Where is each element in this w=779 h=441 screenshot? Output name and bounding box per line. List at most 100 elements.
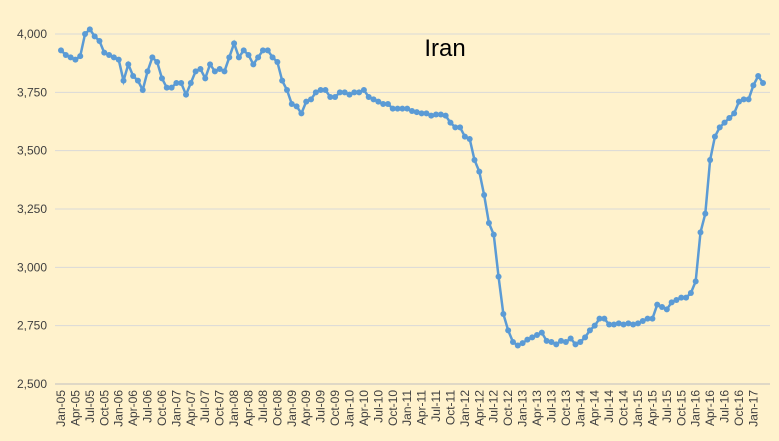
data-point (567, 335, 574, 342)
data-point (86, 26, 93, 33)
data-point (562, 339, 569, 345)
data-point (663, 306, 670, 313)
data-point (82, 31, 89, 37)
data-point (192, 68, 199, 75)
data-point (274, 59, 281, 65)
x-tick-label: Oct-09 (328, 390, 342, 426)
data-point (606, 321, 613, 328)
data-point (231, 40, 238, 47)
x-tick-label: Jan-12 (458, 390, 472, 427)
data-point (654, 301, 661, 308)
x-tick-label: Oct-07 (213, 390, 227, 426)
data-point (380, 101, 387, 107)
data-point (106, 52, 113, 58)
x-tick-label: Oct-08 (270, 390, 284, 426)
data-point (461, 133, 468, 140)
x-tick-label: Apr-07 (184, 390, 198, 426)
data-point (346, 91, 353, 98)
x-tick-label: Jan-15 (631, 390, 645, 427)
x-tick-label: Jul-08 (256, 390, 270, 423)
data-point (130, 73, 137, 79)
data-point (558, 337, 565, 344)
data-point (428, 112, 435, 119)
data-point (711, 133, 718, 140)
data-point (96, 38, 103, 44)
data-point (322, 87, 329, 93)
data-point (707, 157, 714, 163)
data-point (760, 80, 766, 86)
x-tick-label: Jan-17 (746, 390, 760, 427)
data-point (409, 108, 415, 114)
data-point (716, 124, 723, 131)
data-point (341, 89, 348, 96)
x-tick-label: Apr-15 (645, 390, 659, 426)
data-point (293, 103, 300, 110)
data-point (490, 231, 497, 238)
data-point (659, 304, 666, 310)
data-point (610, 321, 617, 328)
data-point (298, 110, 305, 117)
x-tick-label: Jul-05 (83, 390, 97, 423)
data-point (370, 96, 377, 103)
data-point (687, 290, 694, 296)
x-tick-label: Jan-07 (169, 390, 183, 427)
data-point (245, 52, 252, 58)
data-point (634, 320, 641, 327)
data-point (740, 96, 747, 103)
data-point (101, 49, 108, 56)
data-point (572, 341, 579, 348)
data-point (283, 87, 290, 93)
data-point (692, 278, 699, 285)
x-tick-label: Oct-06 (155, 390, 169, 426)
data-point (476, 168, 483, 175)
data-point (163, 84, 170, 91)
x-tick-label: Apr-09 (299, 390, 313, 426)
data-point (620, 321, 627, 328)
data-point (433, 111, 440, 118)
data-point (553, 341, 560, 348)
data-point (586, 327, 593, 334)
data-point (702, 210, 709, 217)
data-point (183, 91, 190, 98)
data-point (668, 299, 675, 306)
x-tick-label: Jan-05 (54, 390, 68, 427)
data-point (91, 33, 98, 40)
x-tick-label: Apr-16 (703, 390, 717, 426)
x-tick-label: Oct-14 (617, 390, 631, 426)
data-point (471, 157, 478, 163)
y-tick-label: 3,500 (17, 144, 47, 158)
data-point (495, 273, 502, 280)
data-point (139, 87, 146, 93)
data-point (394, 105, 401, 112)
data-point (303, 98, 310, 105)
x-tick-label: Jan-11 (400, 390, 414, 426)
data-point (211, 68, 218, 75)
data-point (514, 342, 521, 349)
data-point (144, 68, 151, 75)
data-point (423, 110, 430, 117)
y-tick-label: 2,750 (17, 319, 47, 333)
data-point (466, 136, 473, 142)
x-tick-label: Apr-12 (472, 390, 486, 426)
data-point (452, 124, 459, 131)
x-tick-label: Jul-14 (602, 390, 616, 423)
data-point (721, 119, 728, 126)
data-point (134, 77, 141, 84)
x-tick-label: Oct-11 (443, 390, 457, 425)
x-tick-label: Jul-15 (660, 390, 674, 423)
data-point (399, 105, 406, 112)
data-point (519, 340, 526, 347)
data-point (226, 54, 233, 61)
data-point (649, 315, 656, 322)
data-point (356, 89, 363, 96)
y-tick-label: 3,750 (17, 85, 47, 99)
x-tick-label: Apr-05 (68, 390, 82, 426)
data-point (447, 119, 454, 126)
data-point (365, 94, 372, 100)
data-point (264, 47, 271, 54)
data-point (125, 61, 132, 68)
data-point (601, 315, 608, 322)
data-point (178, 80, 185, 86)
data-point (485, 220, 492, 226)
data-point (216, 66, 223, 72)
